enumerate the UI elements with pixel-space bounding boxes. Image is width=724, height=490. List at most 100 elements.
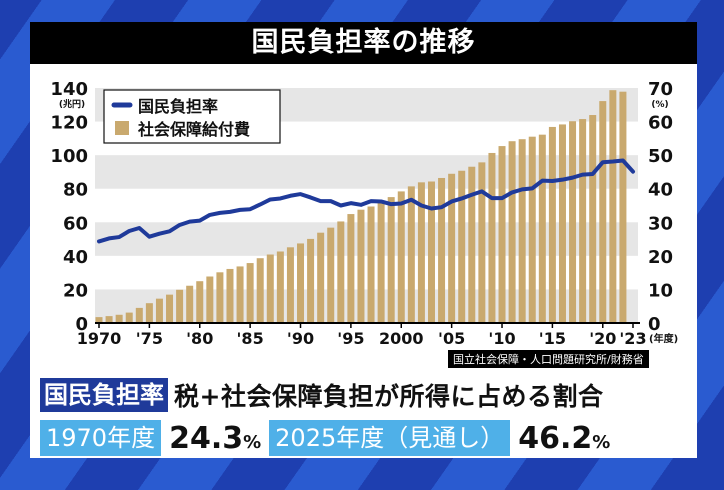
right-tick-label: 40 (648, 180, 673, 201)
bar-1996 (357, 209, 365, 323)
bar-2009 (488, 152, 496, 323)
bar-1970 (95, 317, 103, 323)
x-tick-label: '90 (287, 329, 314, 348)
bar-2015 (548, 126, 556, 323)
bar-2005 (448, 173, 456, 323)
right-tick-label: 70 (648, 79, 673, 100)
value-2025: 46.2% (518, 420, 611, 456)
bar-1986 (256, 258, 264, 323)
left-tick-label: 20 (63, 280, 88, 301)
x-axis-unit: (年度) (649, 332, 678, 345)
legend-label-bar: 社会保障給付費 (137, 120, 250, 139)
values-row: 1970年度 24.3% 2025年度（見通し） 46.2% (40, 420, 618, 456)
bar-2004 (438, 177, 446, 323)
right-tick-label: 0 (648, 314, 661, 335)
left-tick-label: 100 (50, 146, 88, 167)
bar-2002 (417, 182, 425, 323)
x-tick-label: '20 (589, 329, 616, 348)
bar-2011 (508, 141, 516, 323)
bar-1976 (155, 298, 163, 323)
grid-band (95, 155, 638, 189)
bar-2012 (518, 139, 526, 323)
grid-band (95, 289, 638, 323)
grid-band (95, 222, 638, 256)
bar-1981 (206, 276, 214, 323)
line-series-burden-rate (97, 158, 635, 244)
bar-2017 (569, 121, 577, 323)
right-tick-label: 30 (648, 213, 673, 234)
bar-1972 (115, 314, 123, 323)
term-definition: 税+社会保障負担が所得に占める割合 (174, 382, 604, 411)
term-tag: 国民負担率 (40, 378, 168, 412)
bar-1984 (236, 266, 244, 323)
bar-1995 (347, 214, 355, 323)
bar-1979 (186, 285, 194, 323)
x-tick-label: '05 (438, 329, 465, 348)
bar-2013 (528, 136, 536, 323)
bar-1998 (377, 201, 385, 323)
value-1970: 24.3% (169, 420, 262, 456)
right-tick-label: 10 (648, 280, 673, 301)
bar-1982 (216, 272, 224, 323)
chart-title: 国民負担率の推移 (30, 22, 697, 64)
bar-1989 (286, 247, 294, 323)
chart-svg: 1970'75'80'85'90'95 2000'05'10'15'20'23 (年… (50, 79, 678, 348)
x-tick-label: '95 (337, 329, 364, 348)
bar-2020 (599, 101, 607, 323)
bar-2018 (579, 119, 587, 323)
bar-1977 (166, 294, 174, 323)
legend-label-line: 国民負担率 (138, 97, 218, 116)
chart-panel: 国民負担率の推移 1970'75'80'85'90'95 2000'05'10'1… (30, 22, 697, 458)
bar-1985 (246, 263, 254, 323)
bar-1999 (387, 197, 395, 323)
x-tick-label: '10 (488, 329, 515, 348)
right-tick-label: 50 (648, 146, 673, 167)
bar-1997 (367, 206, 375, 323)
bar-2001 (407, 186, 415, 323)
bar-2010 (498, 146, 506, 323)
bar-1980 (196, 281, 204, 323)
left-tick-label: 80 (63, 180, 88, 201)
left-tick-label: 60 (63, 213, 88, 234)
right-tick-label: 20 (648, 247, 673, 268)
bar-1971 (105, 316, 113, 323)
x-tick-label: '75 (136, 329, 163, 348)
x-tick-label: '80 (186, 329, 213, 348)
bar-2021 (609, 90, 617, 323)
year-tag-1970: 1970年度 (40, 420, 162, 456)
bar-2007 (468, 166, 476, 323)
definition-row: 国民負担率 税+社会保障負担が所得に占める割合 (40, 378, 603, 412)
x-tick-label: '15 (539, 329, 566, 348)
bar-2003 (427, 181, 435, 323)
bar-1973 (125, 312, 133, 323)
bar-2019 (589, 115, 597, 324)
bar-1993 (327, 227, 335, 323)
bar-2022 (619, 91, 627, 323)
bar-1994 (337, 221, 345, 323)
left-tick-label: 120 (50, 113, 88, 134)
bar-2006 (458, 170, 466, 323)
x-tick-label: 1970 (77, 329, 122, 348)
bar-1988 (276, 251, 284, 323)
legend-box (103, 89, 281, 144)
x-tick-label: '85 (237, 329, 264, 348)
bar-2008 (478, 162, 486, 323)
left-tick-label: 140 (50, 79, 88, 100)
bar-1991 (307, 238, 315, 323)
left-tick-label: 40 (63, 247, 88, 268)
bar-2016 (558, 124, 566, 323)
x-tick-label: 2000 (379, 329, 424, 348)
left-axis-unit: (兆円) (59, 98, 85, 110)
bar-1987 (266, 254, 274, 323)
bar-1975 (145, 303, 153, 323)
x-tick-label: '23 (619, 329, 646, 348)
bar-1990 (297, 243, 305, 323)
right-axis-unit: (%) (651, 100, 668, 110)
year-tag-2025: 2025年度（見通し） (269, 420, 511, 456)
left-tick-label: 0 (75, 314, 88, 335)
bar-1992 (317, 232, 325, 323)
bar-1974 (135, 307, 143, 323)
bar-1978 (176, 289, 184, 323)
bar-2014 (538, 134, 546, 323)
right-tick-label: 60 (648, 113, 673, 134)
